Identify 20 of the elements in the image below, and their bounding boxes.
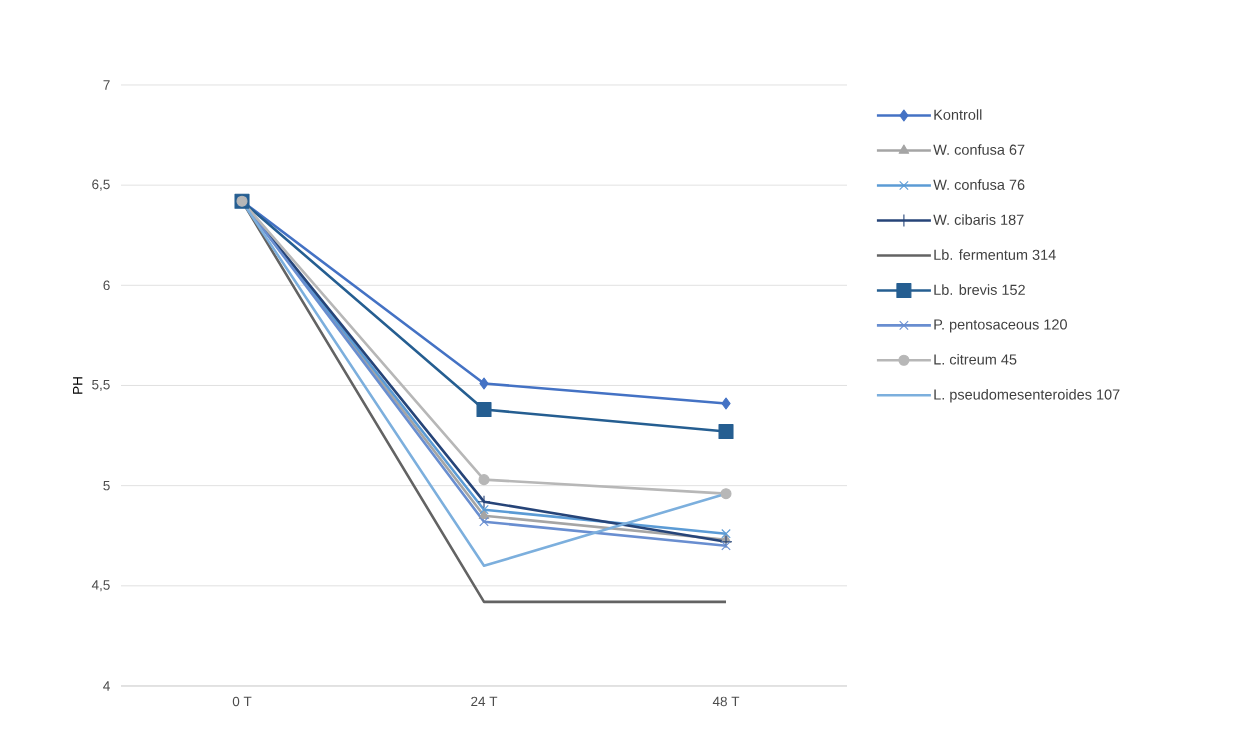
legend-label: P. pentosaceous 120 (934, 319, 1067, 333)
x-tick-label: 48 T (712, 696, 740, 707)
legend-label: W. cibaris 187 (933, 214, 1024, 225)
y-tick-label: 5,5 (92, 379, 110, 391)
y-tick-label: 4 (103, 681, 110, 691)
y-axis-title: PH (73, 377, 83, 394)
legend-label: W. confusa 76 (933, 179, 1025, 190)
legend-label: Kontroll (934, 109, 982, 120)
y-tick-label: 5 (103, 480, 110, 491)
legend-label: L. pseudomesenteroides 107 (934, 389, 1120, 403)
legend-label: Lb. brevis 152 (934, 284, 1025, 295)
y-tick-label: 4,5 (91, 580, 110, 592)
x-tick-label: 24 T (471, 696, 498, 707)
x-tick-label: 0 T (232, 696, 252, 707)
y-tick-label: 7 (103, 80, 110, 90)
legend-label: Lb. fermentum 314 (934, 249, 1056, 260)
legend-label: L. citreum 45 (934, 353, 1017, 365)
y-tick-label: 6 (103, 280, 110, 291)
legend-label: W. confusa 67 (933, 144, 1025, 155)
y-tick-label: 6,5 (92, 179, 110, 191)
